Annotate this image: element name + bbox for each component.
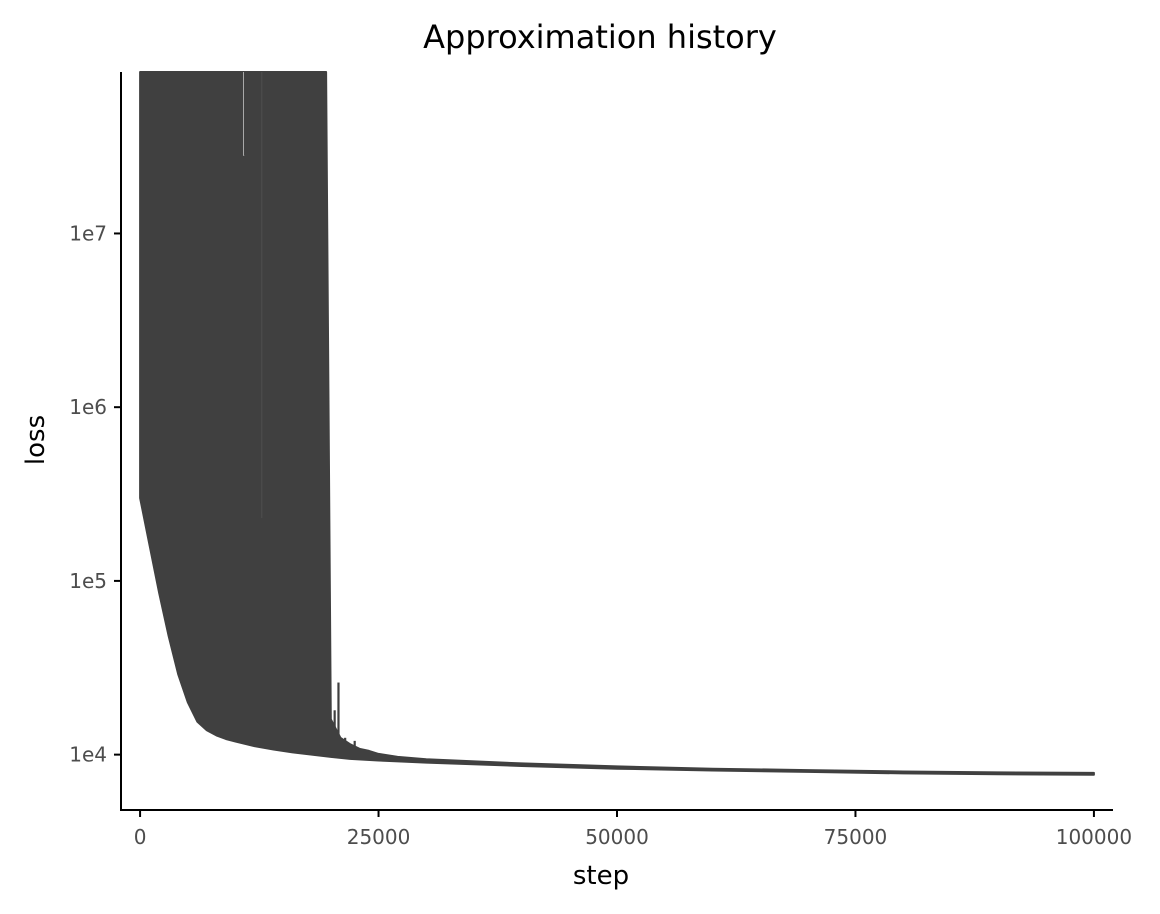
x-tick-label: 75000 <box>824 825 888 849</box>
chart-title: Approximation history <box>423 18 777 56</box>
x-axis-title: step <box>573 861 629 891</box>
y-tick-label: 1e4 <box>69 743 107 767</box>
y-axis-ticks: 1e4 1e5 1e6 1e7 <box>69 221 121 767</box>
y-tick-label: 1e5 <box>69 569 107 593</box>
x-axis-ticks: 0 25000 50000 75000 100000 <box>134 810 1132 849</box>
y-tick-label: 1e7 <box>69 221 107 245</box>
x-tick-label: 0 <box>134 825 147 849</box>
x-tick-label: 25000 <box>347 825 411 849</box>
y-tick-label: 1e6 <box>69 395 107 419</box>
loss-band <box>139 71 1095 776</box>
x-tick-label: 50000 <box>585 825 649 849</box>
y-axis-title: loss <box>21 415 51 465</box>
x-tick-label: 100000 <box>1056 825 1132 849</box>
series-layer <box>139 71 1095 776</box>
